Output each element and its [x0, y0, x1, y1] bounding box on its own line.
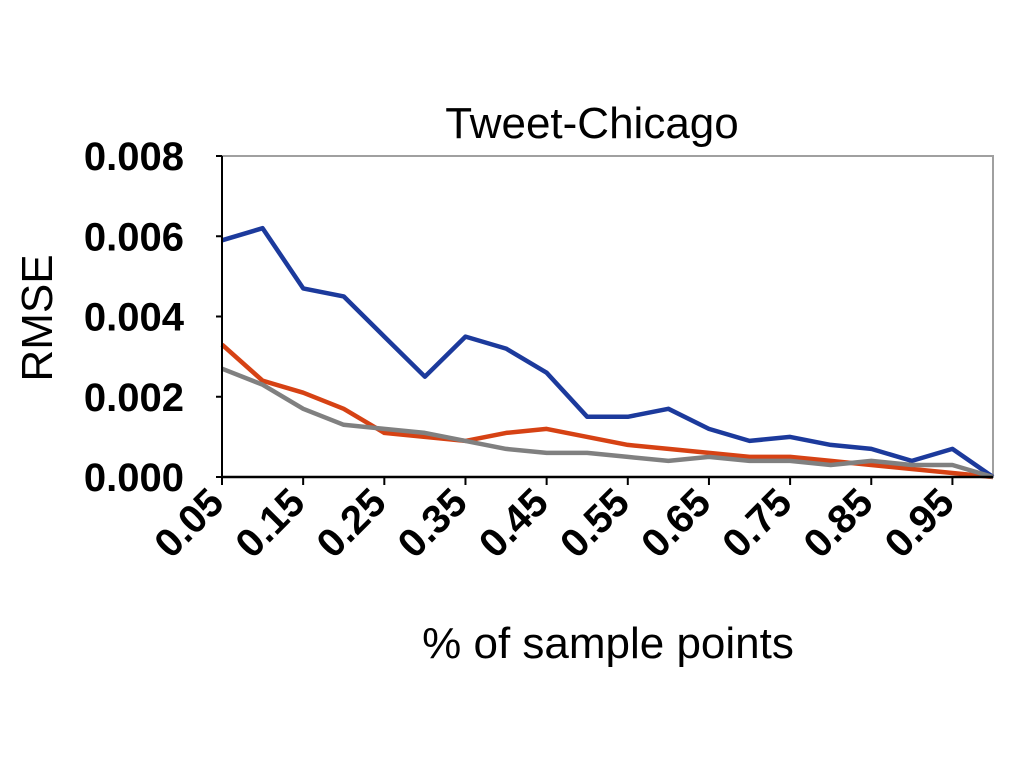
plot-area-frame [221, 155, 994, 478]
y-axis-label: RMSE [13, 254, 62, 381]
series-line-2 [220, 342, 994, 480]
x-tick-label: 0.25 [309, 480, 395, 566]
y-tick-label: 0.006 [84, 215, 184, 259]
y-tick-label: 0.002 [84, 376, 184, 420]
x-tick-label: 0.45 [471, 480, 557, 566]
x-tick-label: 0.15 [227, 480, 313, 566]
y-tick-label: 0.004 [84, 296, 185, 340]
x-tick-label: 0.35 [390, 480, 476, 566]
series-layer [220, 225, 995, 480]
x-axis-label: % of sample points [422, 619, 794, 668]
x-tick-label: 0.55 [552, 480, 638, 566]
x-axis-ticks: 0.050.150.250.350.450.550.650.750.850.95 [146, 477, 963, 566]
series-line-1 [221, 225, 995, 479]
y-axis-ticks: 0.000 0.002 0.004 0.006 0.008 [84, 135, 222, 500]
series-line-3 [221, 366, 994, 480]
x-tick-label: 0.75 [714, 480, 800, 566]
x-tick-label: 0.65 [633, 480, 719, 566]
x-tick-label: 0.85 [795, 480, 881, 566]
y-tick-label: 0.008 [84, 135, 184, 179]
x-tick-label: 0.95 [877, 480, 963, 566]
chart-title: Tweet-Chicago [445, 99, 738, 148]
y-tick-label: 0.000 [84, 456, 184, 500]
